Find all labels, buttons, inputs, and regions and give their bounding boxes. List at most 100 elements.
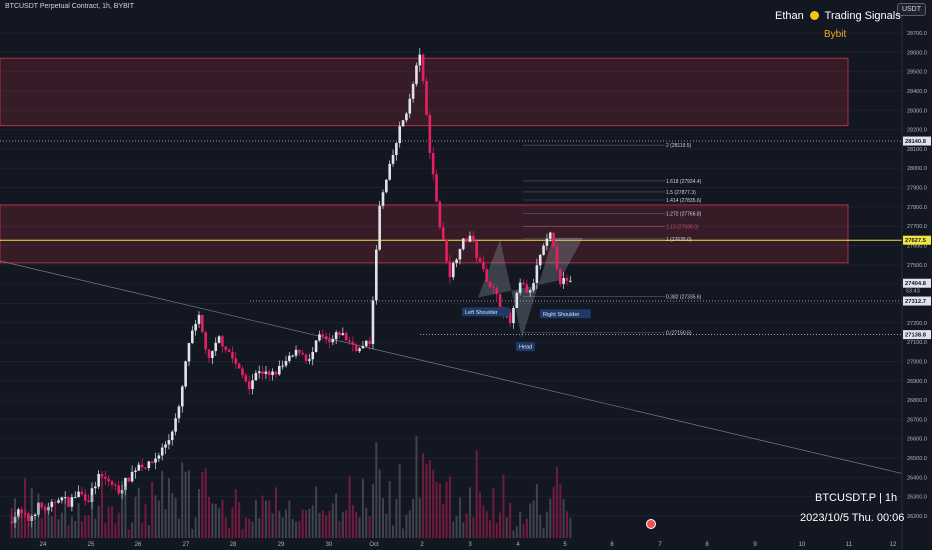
candle-body — [528, 290, 532, 293]
candle-body — [257, 371, 261, 374]
volume-bar — [218, 508, 221, 538]
pattern-label: Left Shoulder — [465, 310, 498, 316]
fib-label: 0.382 (27335.6) — [666, 295, 702, 301]
fib-label: 1.618 (27934.4) — [666, 179, 702, 185]
volume-bar — [341, 512, 344, 538]
price-tick: 27200.0 — [907, 321, 927, 327]
volume-bar — [224, 517, 227, 538]
volume-bar — [432, 469, 435, 538]
volume-bar — [74, 521, 77, 538]
candle-body — [73, 497, 77, 499]
volume-bar — [381, 497, 384, 538]
time-tick: Oct — [369, 542, 379, 548]
candle-body — [351, 342, 355, 346]
volume-bar — [204, 468, 207, 538]
volume-bar — [87, 515, 90, 538]
candle-body — [63, 497, 67, 499]
volume-bar — [412, 498, 415, 538]
volume-bar — [529, 503, 532, 538]
volume-bar — [164, 509, 167, 538]
volume-bar — [177, 518, 180, 538]
candle-body — [244, 375, 248, 382]
price-label: 27627.5 — [905, 238, 927, 244]
volume-bar — [64, 501, 67, 538]
volume-bar — [415, 435, 418, 538]
volume-bar — [552, 486, 555, 538]
volume-bar — [107, 506, 110, 538]
candle-body — [298, 349, 301, 353]
candle-body — [67, 497, 70, 507]
candle-body — [221, 336, 224, 347]
volume-bar — [67, 524, 70, 538]
time-tick: 24 — [40, 542, 47, 548]
candle-body — [37, 502, 40, 515]
time-tick: 3 — [468, 542, 472, 548]
price-tick: 28100.0 — [907, 147, 927, 153]
candle-body — [50, 501, 54, 508]
candle-body — [321, 334, 325, 337]
candle-body — [160, 447, 164, 456]
volume-bar — [345, 510, 348, 538]
candle-body — [418, 54, 422, 66]
candle-body — [304, 354, 308, 361]
volume-bar — [221, 499, 224, 538]
author-prefix: Ethan — [775, 10, 804, 22]
candle-body — [241, 368, 244, 376]
candle-body — [110, 481, 114, 485]
price-label-bg — [903, 235, 931, 245]
candle-body — [30, 515, 34, 521]
candle-body — [117, 485, 121, 494]
currency-button[interactable]: USDT — [896, 3, 926, 16]
volume-bar — [325, 515, 328, 538]
candle-body — [542, 245, 545, 255]
candle-body — [217, 336, 221, 343]
volume-bar — [238, 502, 241, 538]
candle-body — [441, 227, 445, 240]
volume-bar — [512, 530, 515, 538]
volume-bar — [295, 521, 298, 538]
volume-bar — [84, 515, 87, 538]
candle-body — [57, 500, 60, 503]
volume-bar — [194, 517, 197, 538]
candle-body — [395, 143, 398, 155]
volume-bar — [502, 474, 505, 538]
volume-bar — [281, 517, 284, 538]
candle-body — [234, 358, 238, 364]
price-tick: 28300.0 — [907, 108, 927, 114]
volume-bar — [214, 503, 217, 538]
candle-body — [204, 332, 207, 350]
candle-body — [331, 339, 335, 343]
event-marker-icon[interactable] — [646, 519, 656, 529]
candle-body — [558, 268, 562, 284]
price-tick: 28000.0 — [907, 166, 927, 172]
price-label-bg — [903, 278, 931, 288]
candle-body — [328, 339, 331, 343]
volume-bar — [27, 522, 30, 538]
candle-body — [508, 312, 512, 324]
volume-bar — [54, 508, 57, 538]
pattern-label-bg — [516, 342, 535, 352]
volume-bar — [70, 516, 73, 538]
volume-bar — [405, 514, 408, 538]
volume-bar — [485, 511, 488, 538]
candle-body — [354, 345, 358, 352]
candle-body — [144, 467, 147, 469]
volume-bar — [174, 497, 177, 538]
volume-bar — [134, 496, 137, 538]
volume-bar — [472, 517, 475, 538]
fib-label: 1.414 (27835.6) — [666, 198, 702, 204]
volume-bar — [231, 507, 234, 538]
candle-body — [90, 488, 94, 502]
time-tick: 28 — [230, 542, 237, 548]
volume-bar — [495, 523, 498, 538]
candle-body — [538, 254, 542, 266]
candle-body — [381, 192, 385, 206]
volume-bar — [284, 509, 287, 538]
candle-body — [254, 373, 258, 381]
fib-label: 2 (28119.5) — [666, 143, 692, 149]
volume-bar — [201, 471, 204, 538]
volume-bar — [10, 507, 13, 538]
volume-bar — [392, 525, 395, 538]
volume-bar — [60, 512, 63, 538]
